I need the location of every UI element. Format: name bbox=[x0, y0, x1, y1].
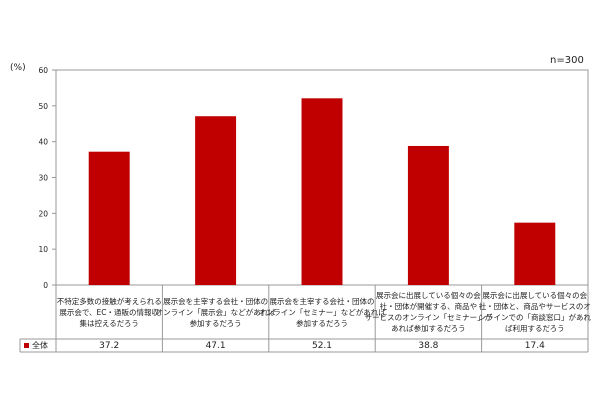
legend-label: 全体 bbox=[32, 341, 48, 350]
data-value-label: 17.4 bbox=[524, 340, 545, 351]
category-label: 展示会に出展している個々の会 社・団体が開催する、商品や サービスのオンライン「セミ… bbox=[364, 291, 493, 333]
sample-size-note: n=300 bbox=[550, 55, 584, 66]
category-label: 不特定多数の接触が考えられる 展示会で、EC・通販の情報収 集は控えるだろう bbox=[56, 296, 162, 328]
bar bbox=[514, 222, 556, 285]
y-tick-label: 20 bbox=[38, 209, 48, 218]
bar bbox=[407, 145, 449, 285]
y-tick-label: 40 bbox=[38, 138, 48, 147]
bar bbox=[88, 151, 130, 285]
category-label: 展示会を主宰する会社・団体の オンライン「セミナー」などがあれば 参加するだろう bbox=[258, 296, 386, 328]
data-value-label: 38.8 bbox=[418, 340, 439, 351]
y-tick-label: 10 bbox=[38, 245, 48, 254]
legend-entry: 全体 bbox=[24, 339, 48, 352]
y-tick-label: 30 bbox=[38, 174, 48, 183]
category-label: 展示会を主宰する会社・団体の オンライン「展示会」などがあれば 参加するだろう bbox=[155, 296, 276, 328]
y-axis-unit-label: (%) bbox=[10, 63, 26, 73]
y-tick-label: 0 bbox=[43, 281, 48, 290]
data-value-label: 37.2 bbox=[99, 340, 120, 351]
legend-swatch bbox=[24, 343, 29, 348]
bar bbox=[195, 116, 237, 285]
data-value-label: 47.1 bbox=[205, 340, 226, 351]
category-label: 展示会に出展している個々の会 社・団体と、商品やサービスのオ ンラインでの「商談窓口… bbox=[478, 291, 592, 333]
data-value-label: 52.1 bbox=[311, 340, 333, 351]
bar bbox=[301, 98, 343, 285]
y-tick-label: 50 bbox=[38, 102, 48, 111]
y-tick-label: 60 bbox=[38, 66, 48, 75]
